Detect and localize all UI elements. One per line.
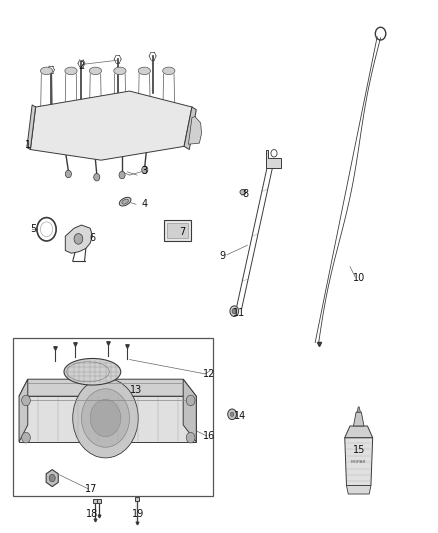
Text: 11: 11 <box>233 308 245 318</box>
Polygon shape <box>184 107 196 150</box>
Text: 14: 14 <box>234 411 246 422</box>
Ellipse shape <box>114 67 126 75</box>
Circle shape <box>49 474 55 482</box>
Ellipse shape <box>65 67 77 75</box>
Text: 2: 2 <box>78 61 85 70</box>
Text: 9: 9 <box>219 251 226 261</box>
Ellipse shape <box>122 199 128 204</box>
Circle shape <box>73 378 138 458</box>
Text: 18: 18 <box>86 508 99 519</box>
Circle shape <box>186 395 195 406</box>
Polygon shape <box>19 379 28 442</box>
Circle shape <box>230 306 239 317</box>
Polygon shape <box>353 412 364 426</box>
Bar <box>167 223 188 238</box>
Text: 10: 10 <box>353 273 365 283</box>
Circle shape <box>142 166 148 173</box>
Text: 17: 17 <box>85 484 98 494</box>
Text: 12: 12 <box>203 369 215 379</box>
Circle shape <box>81 389 130 447</box>
Text: 8: 8 <box>242 189 248 199</box>
Polygon shape <box>46 470 58 487</box>
Ellipse shape <box>119 197 131 206</box>
Text: MOPAR: MOPAR <box>351 459 367 464</box>
Text: 3: 3 <box>142 166 148 176</box>
Text: 1: 1 <box>25 140 31 150</box>
Circle shape <box>228 409 237 419</box>
Circle shape <box>94 173 100 181</box>
Circle shape <box>21 395 30 406</box>
Polygon shape <box>27 105 35 150</box>
Circle shape <box>90 399 121 437</box>
Text: 16: 16 <box>203 431 215 441</box>
Polygon shape <box>183 379 196 442</box>
Polygon shape <box>346 486 371 494</box>
Ellipse shape <box>89 67 102 75</box>
Polygon shape <box>345 438 373 486</box>
Polygon shape <box>345 426 373 438</box>
Text: 13: 13 <box>130 385 142 395</box>
Polygon shape <box>30 91 192 160</box>
Text: 19: 19 <box>132 508 145 519</box>
Text: 4: 4 <box>142 199 148 209</box>
Text: 5: 5 <box>30 224 36 235</box>
Ellipse shape <box>240 189 246 195</box>
Bar <box>13 338 213 496</box>
Circle shape <box>21 432 30 443</box>
Polygon shape <box>266 150 282 168</box>
Polygon shape <box>19 396 196 442</box>
Circle shape <box>232 309 237 314</box>
Text: 6: 6 <box>89 233 95 243</box>
Polygon shape <box>65 225 92 253</box>
Ellipse shape <box>162 67 175 75</box>
Polygon shape <box>188 117 201 144</box>
Circle shape <box>230 412 234 416</box>
Circle shape <box>65 170 71 177</box>
Ellipse shape <box>64 359 121 385</box>
Polygon shape <box>357 407 360 412</box>
Circle shape <box>119 171 125 179</box>
Text: 7: 7 <box>179 227 185 237</box>
Ellipse shape <box>40 67 53 75</box>
Bar <box>164 220 191 241</box>
Circle shape <box>186 432 195 443</box>
Text: 15: 15 <box>353 445 365 455</box>
Ellipse shape <box>138 67 150 75</box>
Circle shape <box>74 233 83 244</box>
Polygon shape <box>19 379 196 396</box>
